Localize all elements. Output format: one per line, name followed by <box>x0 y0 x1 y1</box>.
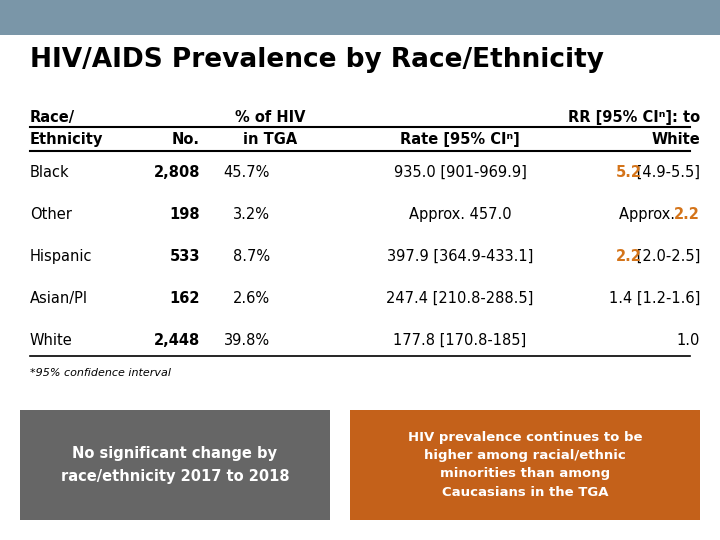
Text: % of HIV: % of HIV <box>235 110 305 125</box>
Text: Approx. 457.0: Approx. 457.0 <box>409 207 511 222</box>
Text: 1.0: 1.0 <box>677 333 700 348</box>
Text: No.: No. <box>172 132 200 147</box>
Text: 2.6%: 2.6% <box>233 291 270 306</box>
Text: 45.7%: 45.7% <box>224 165 270 180</box>
Text: 39.8%: 39.8% <box>224 333 270 348</box>
Text: 533: 533 <box>169 249 200 264</box>
Text: 8.7%: 8.7% <box>233 249 270 264</box>
Text: [4.9-5.5]: [4.9-5.5] <box>632 165 700 180</box>
Text: 162: 162 <box>169 291 200 306</box>
Text: 198: 198 <box>169 207 200 222</box>
Text: Approx.: Approx. <box>619 207 680 222</box>
Text: HIV prevalence continues to be
higher among racial/ethnic
minorities than among
: HIV prevalence continues to be higher am… <box>408 431 642 498</box>
Text: 247.4 [210.8-288.5]: 247.4 [210.8-288.5] <box>387 291 534 306</box>
Text: Rate [95% CIⁿ]: Rate [95% CIⁿ] <box>400 132 520 147</box>
Bar <box>20 410 330 520</box>
Text: 397.9 [364.9-433.1]: 397.9 [364.9-433.1] <box>387 249 534 264</box>
Text: Hispanic: Hispanic <box>30 249 92 264</box>
Text: 1.4 [1.2-1.6]: 1.4 [1.2-1.6] <box>608 291 700 306</box>
Text: Race/: Race/ <box>30 110 75 125</box>
Text: RR [95% CIⁿ]: to: RR [95% CIⁿ]: to <box>568 110 700 125</box>
Text: 2,448: 2,448 <box>154 333 200 348</box>
Text: 5.2: 5.2 <box>616 165 642 180</box>
Text: No significant change by
race/ethnicity 2017 to 2018: No significant change by race/ethnicity … <box>60 447 289 484</box>
Text: 2.2: 2.2 <box>616 249 642 264</box>
Text: White: White <box>652 132 700 147</box>
Text: in TGA: in TGA <box>243 132 297 147</box>
Text: 2,808: 2,808 <box>153 165 200 180</box>
Text: *95% confidence interval: *95% confidence interval <box>30 368 171 378</box>
Text: 177.8 [170.8-185]: 177.8 [170.8-185] <box>393 333 526 348</box>
Bar <box>0 0 720 35</box>
Text: Other: Other <box>30 207 72 222</box>
Text: 3.2%: 3.2% <box>233 207 270 222</box>
Text: 935.0 [901-969.9]: 935.0 [901-969.9] <box>394 165 526 180</box>
Text: Asian/PI: Asian/PI <box>30 291 88 306</box>
Text: White: White <box>30 333 73 348</box>
Text: Ethnicity: Ethnicity <box>30 132 104 147</box>
Text: HIV/AIDS Prevalence by Race/Ethnicity: HIV/AIDS Prevalence by Race/Ethnicity <box>30 47 604 73</box>
Text: 2.2: 2.2 <box>674 207 700 222</box>
Bar <box>350 410 700 520</box>
Text: Black: Black <box>30 165 70 180</box>
Text: [2.0-2.5]: [2.0-2.5] <box>631 249 700 264</box>
